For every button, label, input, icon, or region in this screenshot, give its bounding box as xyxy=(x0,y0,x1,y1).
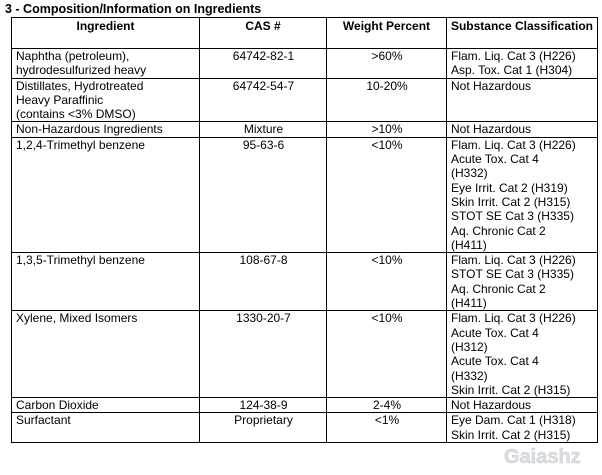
ingredient-name-line: Xylene, Mixed Isomers xyxy=(16,311,138,326)
cas-number-cell: 64742-82-1 xyxy=(199,48,327,79)
cas-number-cell: 108-67-8 xyxy=(199,252,327,312)
ingredient-cell: Non-Hazardous Ingredients xyxy=(11,121,200,138)
cas-number-cell: 64742-54-7 xyxy=(199,77,327,123)
ingredient-name-line: 1,2,4-Trimethyl benzene xyxy=(16,137,145,152)
classification-line: (H332) xyxy=(451,166,488,181)
composition-table: Ingredient CAS # Weight Percent Substanc… xyxy=(11,17,598,444)
classification-line: (H332) xyxy=(451,368,488,383)
classification-line: STOT SE Cat 3 (H335) xyxy=(451,267,574,282)
substance-classification-cell: Eye Dam. Cat 1 (H318) Skin Irrit. Cat 2 (… xyxy=(446,412,598,444)
classification-line: Acute Tox. Cat 4 xyxy=(451,325,539,340)
weight-percent-cell: >10% xyxy=(326,121,447,138)
classification-line: Flam. Liq. Cat 3 (H226) xyxy=(451,49,576,63)
classification-line: Not Hazardous xyxy=(451,78,532,93)
cas-number-cell: 124-38-9 xyxy=(199,397,327,414)
ingredient-name-line: 1,3,5-Trimethyl benzene xyxy=(16,253,145,268)
ingredient-cell: Naphtha (petroleum), hydrodesulfurized he… xyxy=(11,48,200,79)
column-header-substance-classification: Substance Classification xyxy=(446,17,598,49)
classification-line: (H411) xyxy=(451,296,487,311)
table-row: Xylene, Mixed Isomers 1330-20-7 <10% Flam. … xyxy=(11,310,598,399)
ingredient-name-line: Non-Hazardous Ingredients xyxy=(16,122,163,137)
ingredient-name-line: (contains <3% DMSO) xyxy=(16,107,136,122)
substance-classification-cell: Not Hazardous xyxy=(446,77,598,123)
ingredient-name-line: Naphtha (petroleum), xyxy=(16,49,130,63)
weight-percent-cell: <10% xyxy=(326,310,447,399)
substance-classification-cell: Flam. Liq. Cat 3 (H226) Asp. Tox. Cat 1 (… xyxy=(446,48,598,79)
classification-line: Eye Irrit. Cat 2 (H319) xyxy=(451,180,568,195)
classification-line: (H312) xyxy=(451,339,488,354)
cas-number-cell: Proprietary xyxy=(199,412,327,444)
column-header-weight-percent: Weight Percent xyxy=(326,17,447,49)
classification-line: Aq. Chronic Cat 2 xyxy=(451,281,546,296)
table-row: Surfactant Proprietary <1% Eye Dam. Cat 1 (… xyxy=(11,412,598,444)
ingredient-cell: Carbon Dioxide xyxy=(11,397,200,414)
ingredient-name-line: Heavy Paraffinic xyxy=(16,92,104,107)
table-row: Naphtha (petroleum), hydrodesulfurized he… xyxy=(11,48,598,79)
classification-line: Eye Dam. Cat 1 (H318) xyxy=(451,413,576,428)
substance-classification-cell: Flam. Liq. Cat 3 (H226) Acute Tox. Cat 4(… xyxy=(446,136,598,254)
classification-line: Acute Tox. Cat 4 xyxy=(451,152,539,167)
classification-line: Flam. Liq. Cat 3 (H226) xyxy=(451,311,576,326)
svg-text:Gaiashz: Gaiashz xyxy=(504,446,581,468)
weight-percent-cell: <10% xyxy=(326,136,447,254)
classification-line: Acute Tox. Cat 4 xyxy=(451,354,539,369)
classification-line: Flam. Liq. Cat 3 (H226) xyxy=(451,253,576,268)
classification-line: Skin Irrit. Cat 2 (H315) xyxy=(451,427,571,442)
table-header-row: Ingredient CAS # Weight Percent Substanc… xyxy=(11,17,598,49)
substance-classification-cell: Not Hazardous xyxy=(446,121,598,138)
table-body: Naphtha (petroleum), hydrodesulfurized he… xyxy=(11,48,598,444)
cas-number-cell: 1330-20-7 xyxy=(199,310,327,399)
table-row: Carbon Dioxide 124-38-9 2-4% Not Hazardous xyxy=(11,397,598,414)
cas-number-cell: 95-63-6 xyxy=(199,136,327,254)
watermark-logo: Gaiashz xyxy=(504,446,581,469)
column-header-cas: CAS # xyxy=(199,17,327,49)
weight-percent-cell: >60% xyxy=(326,48,447,79)
weight-percent-cell: 2-4% xyxy=(326,397,447,414)
substance-classification-cell: Flam. Liq. Cat 3 (H226) STOT SE Cat 3 (H3… xyxy=(446,252,598,312)
weight-percent-cell: <1% xyxy=(326,412,447,444)
section-heading: 3 - Composition/Information on Ingredien… xyxy=(5,2,262,16)
ingredient-name-line: Surfactant xyxy=(16,413,71,428)
table-row: 1,3,5-Trimethyl benzene 108-67-8 <10% Flam.… xyxy=(11,252,598,312)
substance-classification-cell: Not Hazardous xyxy=(446,397,598,414)
ingredient-name-line: Distillates, Hydrotreated xyxy=(16,78,144,93)
substance-classification-cell: Flam. Liq. Cat 3 (H226) Acute Tox. Cat 4(… xyxy=(446,310,598,399)
ingredient-cell: 1,3,5-Trimethyl benzene xyxy=(11,252,200,312)
classification-line: Asp. Tox. Cat 1 (H304) xyxy=(451,63,573,78)
cas-number-cell: Mixture xyxy=(199,121,327,138)
table-row: Non-Hazardous Ingredients Mixture >10% Not … xyxy=(11,121,598,138)
classification-line: Flam. Liq. Cat 3 (H226) xyxy=(451,137,576,152)
table-row: Distillates, Hydrotreated Heavy Paraffini… xyxy=(11,77,598,123)
ingredient-cell: Distillates, Hydrotreated Heavy Paraffini… xyxy=(11,77,200,123)
classification-line: Aq. Chronic Cat 2 xyxy=(451,223,546,238)
column-header-ingredient: Ingredient xyxy=(11,17,200,49)
ingredient-cell: Surfactant xyxy=(11,412,200,444)
ingredient-name-line: hydrodesulfurized heavy xyxy=(16,63,147,78)
classification-line: Skin Irrit. Cat 2 (H315) xyxy=(451,382,571,397)
classification-line: (H411) xyxy=(451,237,487,252)
ingredient-name-line: Carbon Dioxide xyxy=(16,398,99,413)
ingredient-cell: 1,2,4-Trimethyl benzene xyxy=(11,136,200,254)
ingredient-cell: Xylene, Mixed Isomers xyxy=(11,310,200,399)
weight-percent-cell: 10-20% xyxy=(326,77,447,123)
table-row: 1,2,4-Trimethyl benzene 95-63-6 <10% Flam. … xyxy=(11,136,598,254)
classification-line: Not Hazardous xyxy=(451,122,532,137)
classification-line: Skin Irrit. Cat 2 (H315) xyxy=(451,194,571,209)
classification-line: Not Hazardous xyxy=(451,398,532,413)
weight-percent-cell: <10% xyxy=(326,252,447,312)
classification-line: STOT SE Cat 3 (H335) xyxy=(451,209,574,224)
